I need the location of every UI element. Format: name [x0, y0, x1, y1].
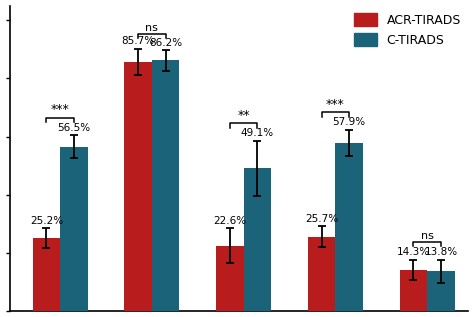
Bar	[33, 238, 60, 311]
Text: ns: ns	[146, 23, 158, 33]
Text: 25.2%: 25.2%	[30, 216, 63, 225]
Bar	[400, 270, 427, 311]
Bar	[152, 60, 180, 311]
Bar	[308, 236, 336, 311]
Text: 85.7%: 85.7%	[122, 36, 155, 46]
Bar	[336, 143, 363, 311]
Text: 25.7%: 25.7%	[305, 214, 338, 224]
Bar	[427, 271, 455, 311]
Bar	[216, 246, 244, 311]
Text: 56.5%: 56.5%	[57, 123, 91, 133]
Text: 86.2%: 86.2%	[149, 38, 182, 48]
Text: 57.9%: 57.9%	[333, 117, 366, 127]
Bar	[124, 62, 152, 311]
Legend: ACR-TIRADS, C-TIRADS: ACR-TIRADS, C-TIRADS	[349, 8, 466, 52]
Bar	[60, 147, 88, 311]
Text: ***: ***	[326, 98, 345, 111]
Text: 14.3%: 14.3%	[397, 247, 430, 257]
Text: ***: ***	[51, 103, 70, 116]
Text: **: **	[237, 109, 250, 122]
Text: 13.8%: 13.8%	[424, 247, 457, 257]
Text: ns: ns	[421, 231, 434, 241]
Text: 22.6%: 22.6%	[213, 216, 246, 226]
Text: 49.1%: 49.1%	[241, 128, 274, 139]
Bar	[244, 168, 271, 311]
